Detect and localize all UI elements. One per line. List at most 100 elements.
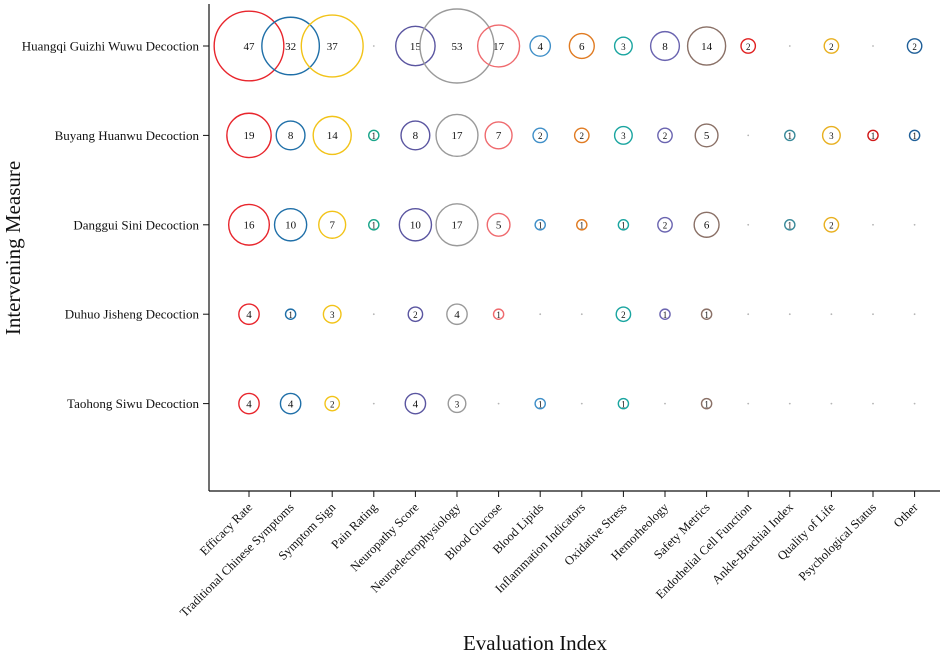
bubble-value-label: 37: [327, 41, 339, 53]
bubble-value-label: 5: [496, 220, 502, 232]
bubble: [821, 125, 841, 145]
bubble-value-label: 2: [829, 42, 834, 52]
empty-point: [872, 45, 874, 47]
bubble: [529, 35, 552, 57]
empty-point: [872, 223, 874, 226]
empty-point: [788, 402, 791, 405]
bubble-value-label: 3: [621, 131, 626, 141]
bubble-value-label: 1: [663, 310, 668, 320]
bubble-value-label: 7: [496, 130, 502, 142]
bubble: [407, 306, 424, 323]
empty-point: [580, 402, 583, 405]
bubble: [395, 25, 436, 67]
y-tick-label: Danggui Sini Decoction: [73, 217, 199, 232]
bubble: [694, 123, 719, 148]
bubble: [657, 216, 673, 233]
x-tick-label: Psychological Status: [796, 500, 879, 583]
empty-point: [372, 313, 375, 316]
bubble-value-label: 32: [285, 41, 296, 53]
bubble-value-label: 8: [413, 130, 419, 142]
bubble-value-label: 2: [621, 310, 626, 320]
bubble: [649, 30, 681, 62]
empty-point: [913, 402, 916, 405]
bubble-value-label: 4: [413, 398, 419, 410]
bubble: [284, 308, 297, 320]
bubble: [568, 32, 595, 60]
bubble: [226, 112, 272, 159]
bubble: [784, 219, 796, 231]
bubble-value-label: 15: [410, 41, 422, 53]
empty-point: [747, 402, 750, 405]
bubble: [693, 211, 720, 238]
bubble-value-label: 4: [454, 309, 460, 321]
bubble: [908, 129, 921, 142]
empty-point: [747, 223, 750, 226]
bubble-value-label: 17: [452, 220, 464, 232]
bubble: [368, 219, 380, 231]
bubble-value-label: 1: [788, 131, 793, 141]
bubble: [823, 216, 840, 233]
bubble-value-label: 1: [704, 310, 709, 320]
bubble-value-label: 2: [413, 310, 418, 320]
bubble: [740, 38, 757, 54]
y-tick-label: Buyang Huanwu Decoction: [55, 128, 200, 143]
bubble-value-label: 10: [410, 220, 422, 232]
bubble-value-label: 2: [912, 42, 917, 52]
bubble-value-label: 1: [704, 399, 709, 409]
empty-point: [497, 402, 500, 405]
bubble: [312, 115, 352, 156]
empty-point: [788, 45, 791, 47]
empty-point: [830, 402, 833, 405]
bubble: [261, 16, 321, 76]
x-tick-label: Other: [891, 500, 922, 531]
bubble: [613, 36, 633, 56]
bubble-value-label: 3: [829, 131, 834, 141]
bubble: [419, 8, 495, 84]
bubble-value-label: 1: [288, 310, 293, 320]
bubble-value-label: 1: [871, 131, 876, 141]
bubble: [447, 394, 467, 414]
bubble-value-label: 8: [662, 41, 668, 53]
empty-point: [872, 313, 874, 316]
bubble: [322, 304, 342, 324]
bubble: [279, 392, 302, 415]
bubble-value-label: 1: [912, 131, 917, 141]
bubble: [906, 38, 923, 54]
bubble: [275, 120, 306, 151]
bubble-value-label: 2: [330, 399, 335, 409]
y-tick-label: Duhuo Jisheng Decoction: [65, 307, 200, 322]
bubble: [700, 397, 713, 410]
empty-point: [747, 134, 750, 137]
bubble-value-label: 2: [538, 131, 543, 141]
bubble: [227, 203, 271, 246]
bubble-value-label: 1: [372, 131, 377, 141]
empty-point: [372, 402, 375, 405]
bubble: [534, 397, 546, 410]
bubble: [486, 212, 511, 237]
bubble-value-label: 14: [701, 41, 713, 53]
bubble-value-label: 19: [244, 130, 256, 142]
bubble: [686, 26, 727, 66]
bubble-value-label: 1: [788, 221, 793, 231]
bubble: [534, 219, 546, 231]
bubble: [273, 208, 308, 242]
bubble-value-label: 5: [704, 130, 710, 142]
bubble: [576, 219, 588, 231]
bubble-value-label: 16: [244, 220, 256, 232]
bubble: [823, 38, 840, 54]
bubble-value-label: 6: [704, 220, 710, 232]
bubble: [324, 395, 341, 412]
bubble: [867, 129, 879, 142]
bubble: [435, 113, 479, 158]
bubble: [784, 129, 796, 142]
bubble: [213, 10, 285, 82]
bubble-value-label: 1: [372, 221, 377, 231]
bubble-value-label: 2: [663, 221, 668, 231]
empty-point: [788, 313, 791, 316]
bubble: [400, 120, 431, 151]
bubble-value-label: 17: [452, 130, 464, 142]
bubble: [435, 203, 479, 247]
bubble-value-label: 3: [621, 42, 626, 52]
